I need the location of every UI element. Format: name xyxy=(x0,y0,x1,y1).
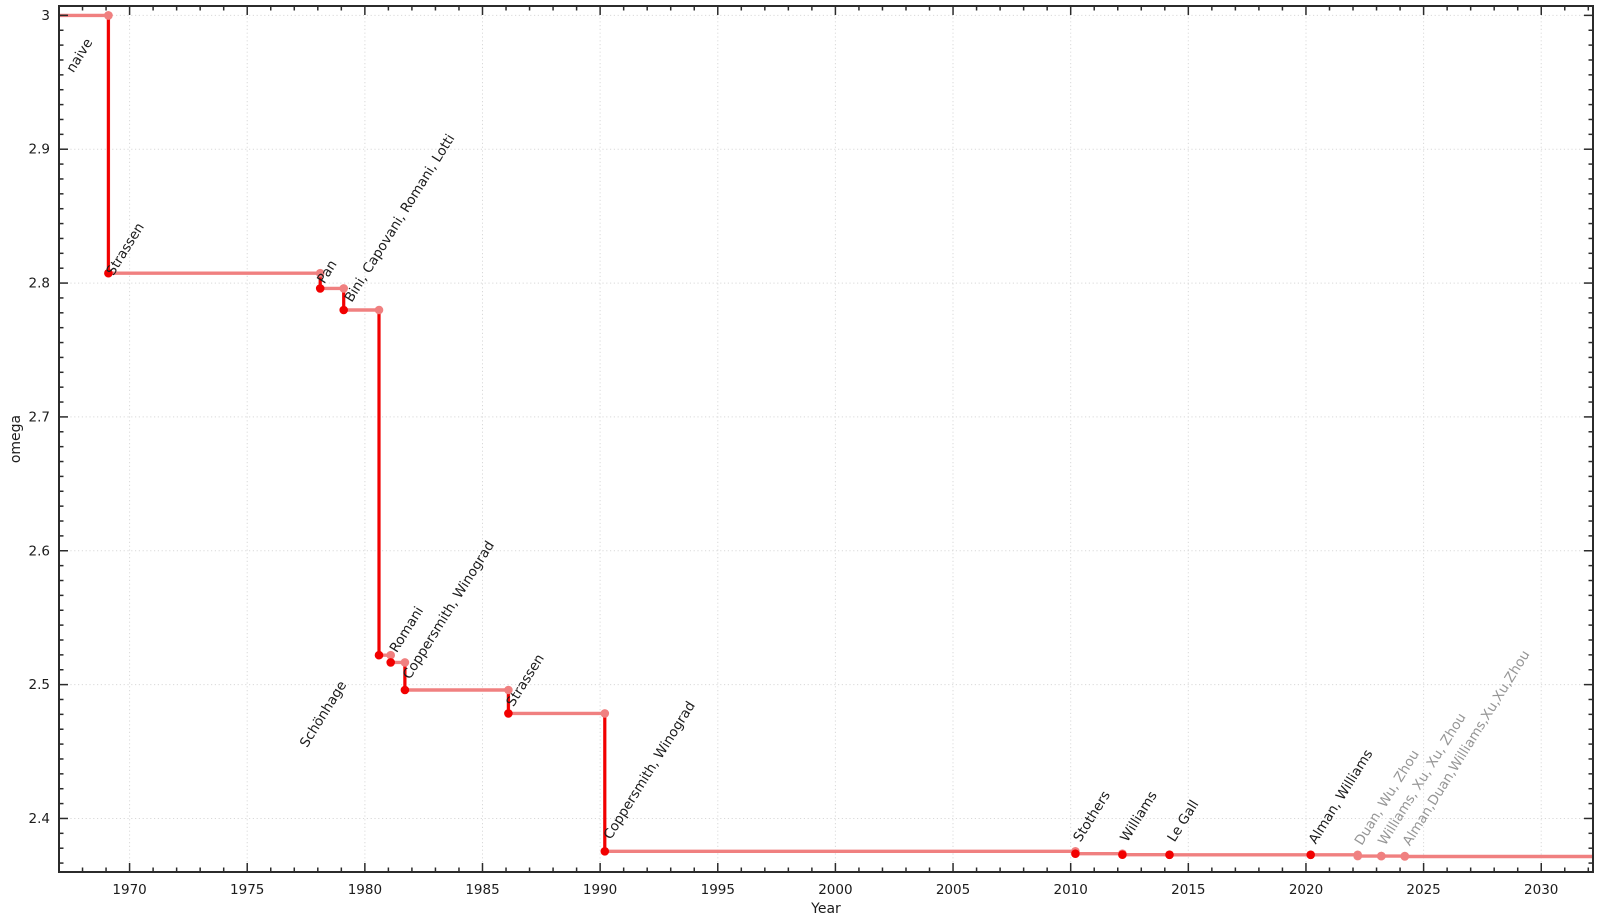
previous-record-point xyxy=(386,650,396,660)
omega-step-series xyxy=(59,13,1593,859)
discovery-label: Alman,Duan,Williams,Xu,Xu,Zhou xyxy=(1400,648,1534,849)
discovery-label: Coppersmith, Winograd xyxy=(601,699,699,843)
record-point xyxy=(386,658,396,667)
axes-frame xyxy=(58,5,1594,873)
record-point xyxy=(1353,851,1362,861)
plot-border xyxy=(58,5,1594,873)
discovery-label: Strassen xyxy=(503,651,548,709)
y-axis-title: omega xyxy=(8,415,24,463)
discovery-label: Pan xyxy=(314,257,340,286)
x-tick-label: 1980 xyxy=(348,882,382,898)
discovery-label: Bini, Capovani, Romani, Lotti xyxy=(342,131,459,305)
x-tick-label: 1975 xyxy=(230,882,264,898)
y-tick-label: 3 xyxy=(41,8,50,24)
record-point xyxy=(504,709,513,718)
y-tick-label: 2.4 xyxy=(29,811,50,827)
x-tick-label: 1995 xyxy=(701,882,735,898)
previous-record-point xyxy=(315,268,325,278)
x-tick-label: 2005 xyxy=(936,882,970,898)
record-point xyxy=(1071,849,1080,858)
x-tick-label: 2025 xyxy=(1406,882,1440,898)
record-point xyxy=(400,685,410,695)
discovery-label: naive xyxy=(63,36,96,76)
x-tick-label: 2020 xyxy=(1289,882,1323,898)
record-point xyxy=(1306,850,1315,860)
record-point xyxy=(315,284,325,293)
previous-record-point xyxy=(339,284,349,293)
x-tick-label: 2015 xyxy=(1171,882,1205,898)
gridlines xyxy=(59,6,1593,872)
y-tick-label: 2.7 xyxy=(29,409,50,425)
y-tick-label: 2.6 xyxy=(29,543,50,559)
data-points xyxy=(104,11,1410,861)
y-tick-label: 2.5 xyxy=(29,677,50,693)
previous-record-point xyxy=(600,709,610,718)
record-point xyxy=(104,268,113,278)
record-point xyxy=(374,650,384,660)
record-point xyxy=(600,847,610,856)
discovery-label: Stothers xyxy=(1070,788,1114,845)
x-tick-label: 1970 xyxy=(112,882,146,898)
record-point xyxy=(339,305,349,315)
x-tick-label: 2000 xyxy=(818,882,852,898)
y-tick-label: 2.9 xyxy=(29,142,50,158)
previous-record-point xyxy=(504,685,513,695)
previous-record-point xyxy=(400,658,410,667)
discovery-label: Williams xyxy=(1117,788,1161,844)
y-tick-label: 2.8 xyxy=(29,276,50,292)
record-point xyxy=(1165,850,1174,860)
discovery-label: Le Gall xyxy=(1164,797,1202,845)
record-point xyxy=(1377,851,1386,861)
x-tick-label: 1990 xyxy=(583,882,617,898)
discovery-labels: naive Strassen Pan Bini, Capovani, Romani, … xyxy=(63,36,1533,849)
discovery-label: Schönhage xyxy=(297,678,350,750)
previous-record-point xyxy=(374,305,384,315)
record-point xyxy=(1400,852,1410,861)
tick-labels: 1970 1975 1980 1985 1990 1995 2000 2005 2010 2015… xyxy=(29,8,1559,898)
record-point xyxy=(1118,850,1127,859)
x-axis-title: Year xyxy=(810,901,841,917)
x-tick-label: 2030 xyxy=(1524,882,1558,898)
step-line xyxy=(59,13,1593,859)
previous-record-point xyxy=(104,11,113,20)
x-tick-label: 2010 xyxy=(1054,882,1088,898)
x-tick-label: 1985 xyxy=(465,882,499,898)
